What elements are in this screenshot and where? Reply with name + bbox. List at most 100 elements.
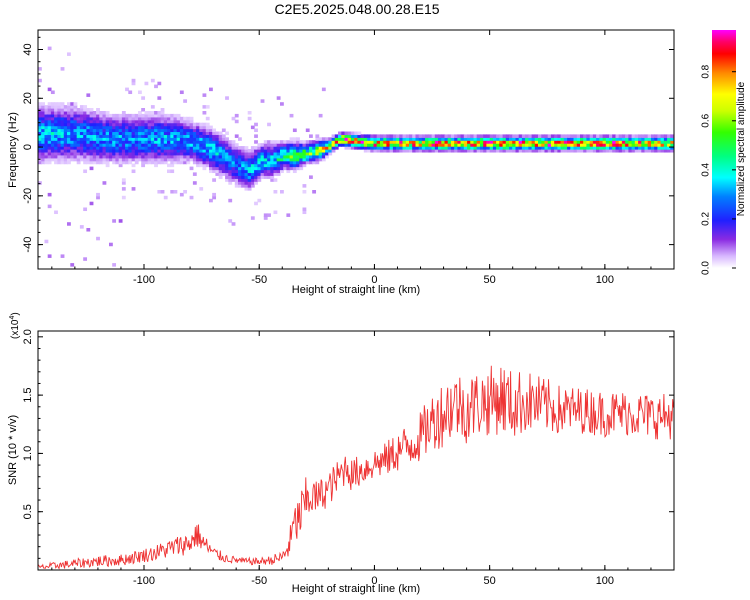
spectrogram-cell (147, 131, 152, 136)
spectrogram-cell (170, 146, 175, 150)
spectrogram-cell (460, 143, 465, 147)
spectrogram-cell (296, 143, 300, 147)
spectrogram-cell (657, 137, 662, 141)
spectrogram-cell (138, 140, 142, 144)
spectrogram-cell (196, 160, 200, 165)
spectrogram-cell (454, 134, 459, 138)
spectrogram-cell (70, 134, 75, 138)
spectrogram-cell (163, 195, 168, 200)
spectrogram-cell (154, 140, 158, 144)
spectrogram-cell (241, 184, 246, 188)
spectrogram-cell (63, 116, 68, 121)
spectrogram-cell (202, 160, 207, 165)
spectrogram-cell (228, 169, 233, 174)
spectrogram-cell (176, 119, 181, 124)
spectrogram-cell (528, 149, 533, 153)
spectrogram-cell (234, 146, 239, 150)
spectrogram-cell (480, 134, 484, 138)
spectrogram-cell (128, 113, 133, 118)
spectrogram-cell (347, 146, 352, 150)
spectrogram-cell (651, 140, 655, 144)
spectrogram-cell (138, 90, 142, 95)
spectrogram-cell (118, 137, 123, 141)
spectrogram-cell (628, 146, 633, 150)
spectrogram-cell (167, 128, 171, 133)
spectrogram-cell (150, 143, 155, 147)
spectrogram-cell (299, 160, 304, 165)
spectrogram-y-tick-label: -40 (22, 237, 34, 253)
spectrogram-cell (276, 96, 281, 100)
spectrogram-cell (544, 137, 549, 141)
spectrogram-cell (199, 187, 204, 191)
spectrogram-cell (231, 178, 236, 182)
spectrogram-cell (654, 146, 659, 150)
spectrogram-cell (134, 143, 139, 147)
spectrogram-cell (160, 140, 165, 144)
spectrogram-cell (131, 163, 136, 168)
spectrogram-cell (486, 146, 491, 150)
snr-x-tick-label: 50 (484, 575, 496, 587)
spectrogram-cell (57, 105, 62, 109)
spectrogram-cell (273, 163, 278, 168)
spectrogram-cell (170, 157, 175, 162)
spectrogram-cell (96, 134, 100, 138)
spectrogram-cell (96, 157, 100, 162)
spectrogram-cell (141, 146, 146, 150)
spectrogram-cell (492, 134, 497, 138)
spectrogram-cell (83, 154, 88, 159)
spectrogram-cell (357, 146, 362, 150)
spectrogram-cell (109, 242, 113, 247)
spectrogram-cell (438, 140, 442, 144)
spectrogram-cell (73, 151, 78, 156)
spectrogram-cell (247, 160, 252, 165)
spectrogram-cell (231, 222, 236, 226)
spectrogram-cell (280, 146, 284, 150)
spectrogram-cell (312, 149, 317, 153)
spectrogram-cell (605, 149, 610, 153)
spectrogram-cell (457, 140, 462, 144)
spectrogram-cell (102, 119, 107, 124)
spectrogram-cell (225, 131, 229, 136)
spectrogram-cell (360, 140, 365, 144)
spectrogram-cell (86, 154, 91, 159)
spectrogram-cell (205, 143, 210, 147)
spectrogram-cell (83, 113, 88, 118)
spectrogram-cell (112, 154, 117, 159)
spectrogram-cell (115, 140, 120, 144)
spectrogram-cell (625, 134, 629, 138)
spectrogram-cell (244, 154, 249, 159)
spectrogram-cell (63, 149, 68, 153)
spectrogram-cell (218, 160, 223, 165)
spectrogram-cell (215, 151, 220, 156)
spectrogram-cell (57, 137, 62, 141)
spectrogram-cell (302, 190, 307, 194)
spectrogram-cell (121, 113, 126, 118)
spectrogram-cell (554, 143, 559, 147)
spectrogram-cell (321, 137, 326, 141)
spectrogram-cell (654, 149, 659, 153)
spectrogram-cell (44, 116, 49, 121)
spectrogram-cell (615, 146, 620, 150)
spectrogram-cell (102, 146, 107, 150)
spectrogram-cell (67, 102, 71, 106)
spectrogram-cell (173, 149, 178, 153)
spectrogram-cell (183, 146, 188, 150)
spectrogram-cell (312, 151, 317, 156)
spectrogram-cell (463, 143, 468, 147)
spectrogram-cell (450, 137, 455, 141)
spectrogram-cell (625, 137, 629, 141)
spectrogram-cell (563, 137, 568, 141)
spectrogram-cell (583, 140, 588, 144)
spectrogram-cell (467, 134, 471, 138)
spectrogram-cell (157, 119, 162, 124)
spectrogram-cell (70, 111, 75, 115)
spectrogram-cell (179, 157, 184, 162)
spectrogram-cell (150, 154, 155, 159)
spectrogram-cell (289, 140, 294, 144)
spectrogram-cell (83, 137, 88, 141)
spectrogram-cell (44, 154, 49, 159)
spectrogram-cell (134, 128, 139, 133)
spectrogram-cell (538, 137, 542, 141)
spectrogram-cell (57, 143, 62, 147)
spectrogram-cell (89, 116, 94, 121)
